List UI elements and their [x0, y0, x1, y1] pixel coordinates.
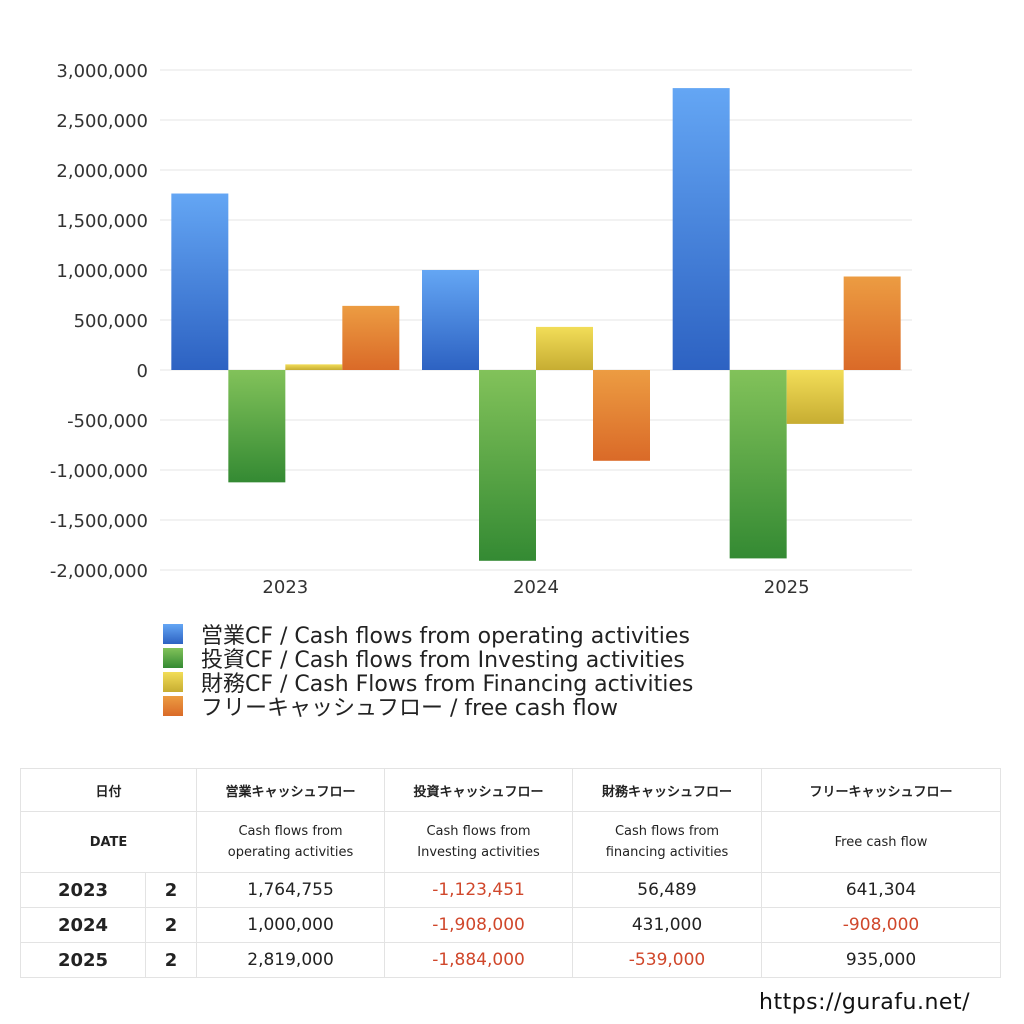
row-year: 2024	[20, 907, 146, 943]
legend-item-investing: 投資CF / Cash flows from Investing activit…	[163, 646, 693, 673]
y-tick-label: 1,500,000	[56, 211, 148, 232]
row-investing: -1,908,000	[384, 907, 574, 943]
legend-label: 投資CF / Cash flows from Investing activit…	[201, 648, 685, 673]
bar-2023-series-2	[285, 364, 343, 370]
y-tick-label: -1,500,000	[50, 511, 148, 532]
header-fcf-ja: フリーキャッシュフロー	[761, 768, 1002, 812]
y-tick-label: 1,000,000	[56, 261, 148, 282]
bar-2024-series-3	[593, 370, 650, 461]
bar-2025-series-1	[729, 370, 787, 559]
row-operating: 1,000,000	[196, 907, 386, 943]
bar-2023-series-0	[171, 193, 229, 370]
x-tick-label: 2024	[513, 577, 559, 598]
bar-2025-series-3	[843, 276, 901, 370]
y-tick-label: 2,500,000	[56, 111, 148, 132]
legend-swatch	[163, 624, 183, 644]
legend-swatch	[163, 648, 183, 668]
cash-flow-bar-chart: 3,000,000 2,500,000 2,000,000 1,500,000 1,00…	[50, 61, 912, 598]
header-date-ja: 日付	[19, 768, 198, 812]
row-financing: 56,489	[572, 872, 763, 908]
header-financing-ja: 財務キャッシュフロー	[572, 768, 763, 812]
table-header-row-en: DATE Cash flows from operating activities…	[19, 811, 1002, 873]
bar-2025-series-0	[672, 88, 730, 370]
legend-item-free-cash-flow: フリーキャッシュフロー / free cash flow	[163, 694, 693, 721]
header-investing-en: Cash flows from Investing activities	[384, 811, 574, 873]
bar-2024-series-0	[422, 270, 479, 370]
legend-label: 営業CF / Cash flows from operating activit…	[201, 624, 690, 649]
chart-legend: 営業CF / Cash flows from operating activit…	[163, 622, 693, 721]
row-financing: 431,000	[572, 907, 763, 943]
row-operating: 2,819,000	[196, 942, 386, 978]
y-tick-label: 3,000,000	[56, 61, 148, 82]
legend-label: フリーキャッシュフロー / free cash flow	[201, 696, 619, 721]
row-investing: -1,884,000	[384, 942, 574, 978]
table-row: 2025 2 2,819,000 -1,884,000 -539,000 935…	[20, 942, 1002, 978]
row-investing: -1,123,451	[384, 872, 574, 908]
table-row: 2023 2 1,764,755 -1,123,451 56,489 641,3…	[20, 872, 1002, 908]
legend-swatch	[163, 696, 183, 716]
bar-2024-series-1	[479, 370, 536, 561]
bar-2024-series-2	[536, 326, 593, 370]
y-tick-label: 2,000,000	[56, 161, 148, 182]
bars	[171, 88, 901, 561]
row-financing: -539,000	[572, 942, 763, 978]
y-tick-label: 0	[137, 361, 148, 382]
header-fcf-en: Free cash flow	[761, 811, 1002, 873]
legend-item-operating: 営業CF / Cash flows from operating activit…	[163, 622, 693, 649]
legend-swatch	[163, 672, 183, 692]
cash-flow-table: 日付 営業キャッシュフロー 投資キャッシュフロー 財務キャッシュフロー フリーキ…	[19, 768, 1002, 979]
header-operating-en: Cash flows from operating activities	[196, 811, 386, 873]
row-year: 2023	[20, 872, 146, 908]
row-fcf: -908,000	[761, 907, 1002, 943]
y-tick-label: -500,000	[67, 411, 148, 432]
bar-2023-series-1	[228, 370, 286, 483]
row-operating: 1,764,755	[196, 872, 386, 908]
x-tick-label: 2023	[262, 577, 308, 598]
row-quarter: 2	[144, 942, 198, 978]
bar-2023-series-3	[342, 305, 400, 370]
row-quarter: 2	[144, 907, 198, 943]
row-year: 2025	[20, 942, 146, 978]
row-quarter: 2	[144, 872, 198, 908]
bar-2025-series-2	[786, 370, 844, 424]
x-tick-label: 2025	[764, 577, 810, 598]
table-header-row-ja: 日付 営業キャッシュフロー 投資キャッシュフロー 財務キャッシュフロー フリーキ…	[19, 768, 1002, 812]
y-axis-labels: 3,000,000 2,500,000 2,000,000 1,500,000 1,00…	[50, 61, 148, 582]
legend-item-financing: 財務CF / Cash Flows from Financing activit…	[163, 670, 693, 697]
y-tick-label: 500,000	[74, 311, 148, 332]
header-financing-en: Cash flows from financing activities	[572, 811, 763, 873]
table-row: 2024 2 1,000,000 -1,908,000 431,000 -908…	[20, 907, 1002, 943]
x-axis-labels: 2023 2024 2025	[262, 577, 809, 598]
header-date-en: DATE	[19, 811, 198, 873]
row-fcf: 641,304	[761, 872, 1002, 908]
header-investing-ja: 投資キャッシュフロー	[384, 768, 574, 812]
header-operating-ja: 営業キャッシュフロー	[196, 768, 386, 812]
row-fcf: 935,000	[761, 942, 1002, 978]
y-tick-label: -1,000,000	[50, 461, 148, 482]
site-url[interactable]: https://gurafu.net/	[759, 990, 970, 1015]
y-tick-label: -2,000,000	[50, 561, 148, 582]
legend-label: 財務CF / Cash Flows from Financing activit…	[201, 672, 694, 697]
